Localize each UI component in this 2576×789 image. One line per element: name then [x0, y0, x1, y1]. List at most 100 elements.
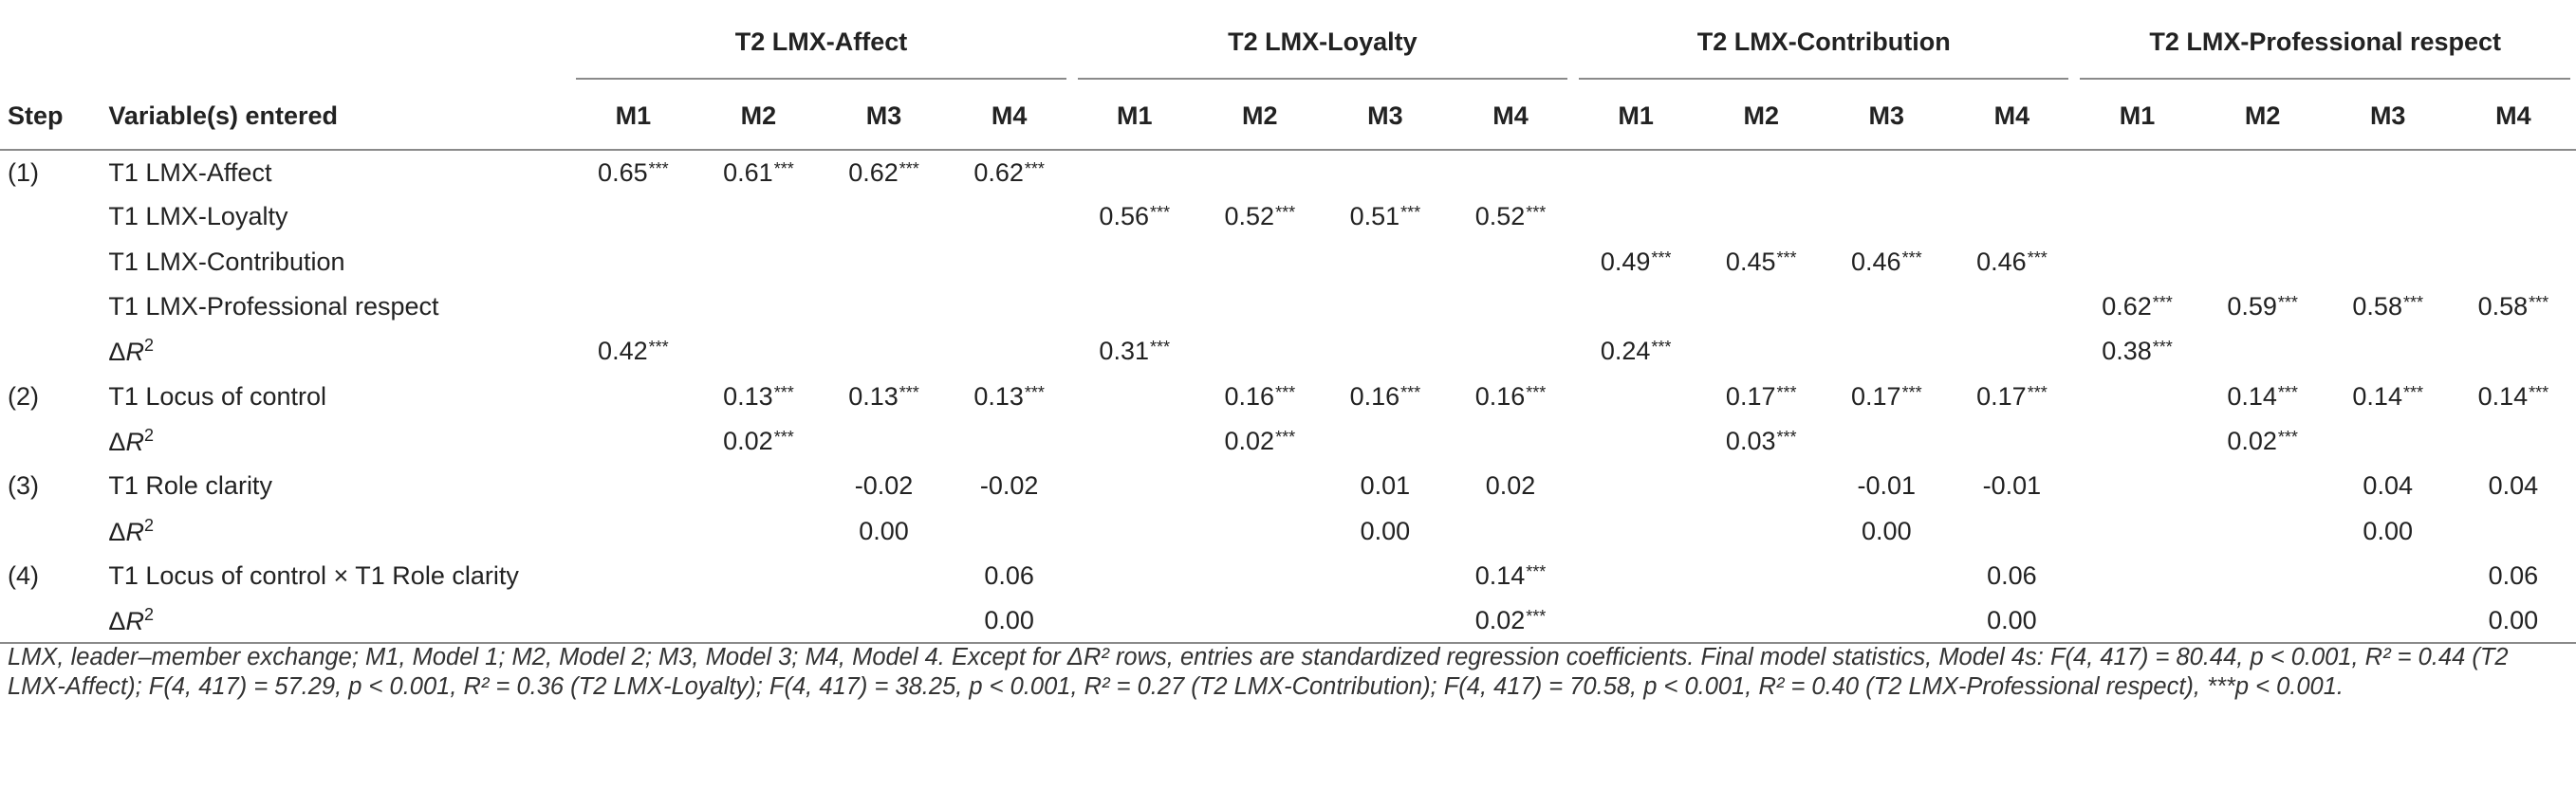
- coefficient-value: 0.14: [2227, 381, 2277, 411]
- step-cell: [0, 194, 97, 239]
- group-underline: [1579, 78, 2069, 80]
- coefficient-value: -0.01: [1857, 471, 1917, 501]
- table-row: ΔR2 0.00 0.00 0.00 0.00: [0, 508, 2576, 553]
- value-cell: 0.31***: [1072, 329, 1197, 374]
- value-cell: [570, 240, 695, 284]
- variable-cell: ΔR2: [97, 329, 570, 374]
- step-cell: [0, 597, 98, 645]
- value-cell: [1573, 508, 1698, 553]
- value-cell: [1824, 329, 1949, 374]
- value-cell: [1323, 329, 1448, 374]
- value-cell: [2326, 194, 2451, 239]
- value-cell: 0.24***: [1573, 329, 1698, 374]
- value-cell: [1072, 284, 1197, 329]
- value-cell: [2200, 464, 2326, 508]
- value-cell: [695, 194, 821, 239]
- value-cell: [1072, 374, 1197, 418]
- coefficient-value: 0.02: [2227, 426, 2277, 455]
- significance-marker: ***: [2152, 293, 2173, 313]
- coefficient-value: 0.06: [984, 560, 1034, 590]
- value-cell: -0.01: [1824, 464, 1949, 508]
- coefficient-value: 0.16: [1474, 381, 1526, 411]
- value-cell: 0.38***: [2074, 329, 2199, 374]
- value-cell: 0.04: [2326, 464, 2451, 508]
- significance-marker: ***: [1776, 248, 1797, 267]
- value-cell: 0.06: [947, 554, 1072, 598]
- significance-marker: ***: [2027, 382, 2048, 402]
- table-row: (4) T1 Locus of control × T1 Role clarity…: [0, 554, 2576, 598]
- value-cell: 0.62***: [821, 150, 946, 194]
- coefficient-value: 0.00: [1360, 516, 1411, 545]
- significance-marker: ***: [1024, 382, 1045, 402]
- step-cell: [0, 508, 97, 553]
- significance-marker: ***: [1776, 427, 1797, 447]
- value-cell: [1323, 284, 1448, 329]
- value-cell: -0.02: [947, 464, 1072, 508]
- value-cell: [1949, 419, 2074, 464]
- significance-marker: ***: [1901, 248, 1922, 267]
- delta-symbol: Δ: [108, 606, 126, 635]
- variable-column-header: Variable(s) entered: [97, 83, 571, 151]
- table-row: T1 LMX-Professional respect 0.62*** 0.59**…: [0, 284, 2576, 329]
- value-cell: [2074, 194, 2199, 239]
- significance-marker: ***: [648, 338, 669, 358]
- coefficient-value: 0.17: [1725, 381, 1776, 411]
- value-cell: [1573, 464, 1698, 508]
- significance-marker: ***: [1400, 203, 1421, 223]
- coefficient-value: -0.02: [854, 471, 914, 501]
- regression-table-container: T2 LMX-Affect T2 LMX-Loyalty T2 LMX-Cont…: [0, 0, 2576, 645]
- table-row: ΔR2 0.00 0.02*** 0.00 0.00: [0, 597, 2576, 645]
- value-cell: [695, 284, 821, 329]
- value-cell: 0.62***: [947, 150, 1072, 194]
- coefficient-value: 0.45: [1725, 247, 1776, 276]
- coefficient-value: 0.06: [1987, 560, 2037, 590]
- value-cell: 0.58***: [2326, 284, 2451, 329]
- value-cell: [695, 508, 821, 553]
- significance-marker: ***: [648, 158, 669, 178]
- group-header-row: T2 LMX-Affect T2 LMX-Loyalty T2 LMX-Cont…: [0, 0, 2576, 83]
- value-cell: [1573, 194, 1698, 239]
- table-body: (1) T1 LMX-Affect 0.65*** 0.61*** 0.62*** 0.6…: [0, 150, 2576, 645]
- value-cell: [1573, 554, 1698, 598]
- value-cell: [1698, 150, 1824, 194]
- value-cell: [821, 329, 946, 374]
- value-cell: [1573, 284, 1698, 329]
- coefficient-value: 0.13: [848, 381, 899, 411]
- significance-marker: ***: [2402, 382, 2423, 402]
- coefficient-value: 0.42: [598, 337, 648, 366]
- coefficient-value: 0.00: [1862, 516, 1912, 545]
- coefficient-value: 0.00: [984, 605, 1034, 634]
- value-cell: [2074, 374, 2199, 418]
- coefficient-value: 0.04: [2363, 471, 2413, 501]
- value-cell: [2074, 508, 2199, 553]
- value-cell: 0.62***: [2074, 284, 2199, 329]
- variable-cell: T1 Role clarity: [108, 471, 272, 501]
- group-header-label: T2 LMX-Professional respect: [2149, 27, 2502, 56]
- step-cell: (1): [8, 157, 39, 187]
- coefficient-value: 0.46: [1851, 247, 1901, 276]
- group-header-contribution: T2 LMX-Contribution: [1573, 0, 2074, 83]
- value-cell: 0.01: [1323, 464, 1448, 508]
- value-cell: [1323, 240, 1448, 284]
- value-cell: [1949, 329, 2074, 374]
- coefficient-value: 0.14: [1474, 560, 1526, 590]
- value-cell: [821, 240, 946, 284]
- value-cell: [1323, 554, 1448, 598]
- value-cell: [1573, 374, 1698, 418]
- value-cell: 0.06: [2451, 554, 2576, 598]
- r-symbol: R: [125, 517, 144, 546]
- group-underline: [2080, 78, 2570, 80]
- value-cell: [2451, 240, 2576, 284]
- value-cell: [1824, 284, 1949, 329]
- value-cell: [2074, 419, 2199, 464]
- value-cell: 0.00: [2450, 597, 2576, 645]
- table-row: ΔR2 0.02*** 0.02*** 0.03*** 0.02***: [0, 419, 2576, 464]
- value-cell: [2074, 150, 2199, 194]
- model-column-header: M4: [946, 83, 1072, 151]
- value-cell: 0.02***: [1197, 419, 1323, 464]
- coefficient-value: 0.58: [2352, 292, 2402, 321]
- group-header-label: T2 LMX-Contribution: [1696, 27, 1951, 56]
- r-symbol: R: [125, 606, 144, 635]
- value-cell: 0.02***: [2200, 419, 2326, 464]
- coefficient-value: 0.16: [1224, 381, 1275, 411]
